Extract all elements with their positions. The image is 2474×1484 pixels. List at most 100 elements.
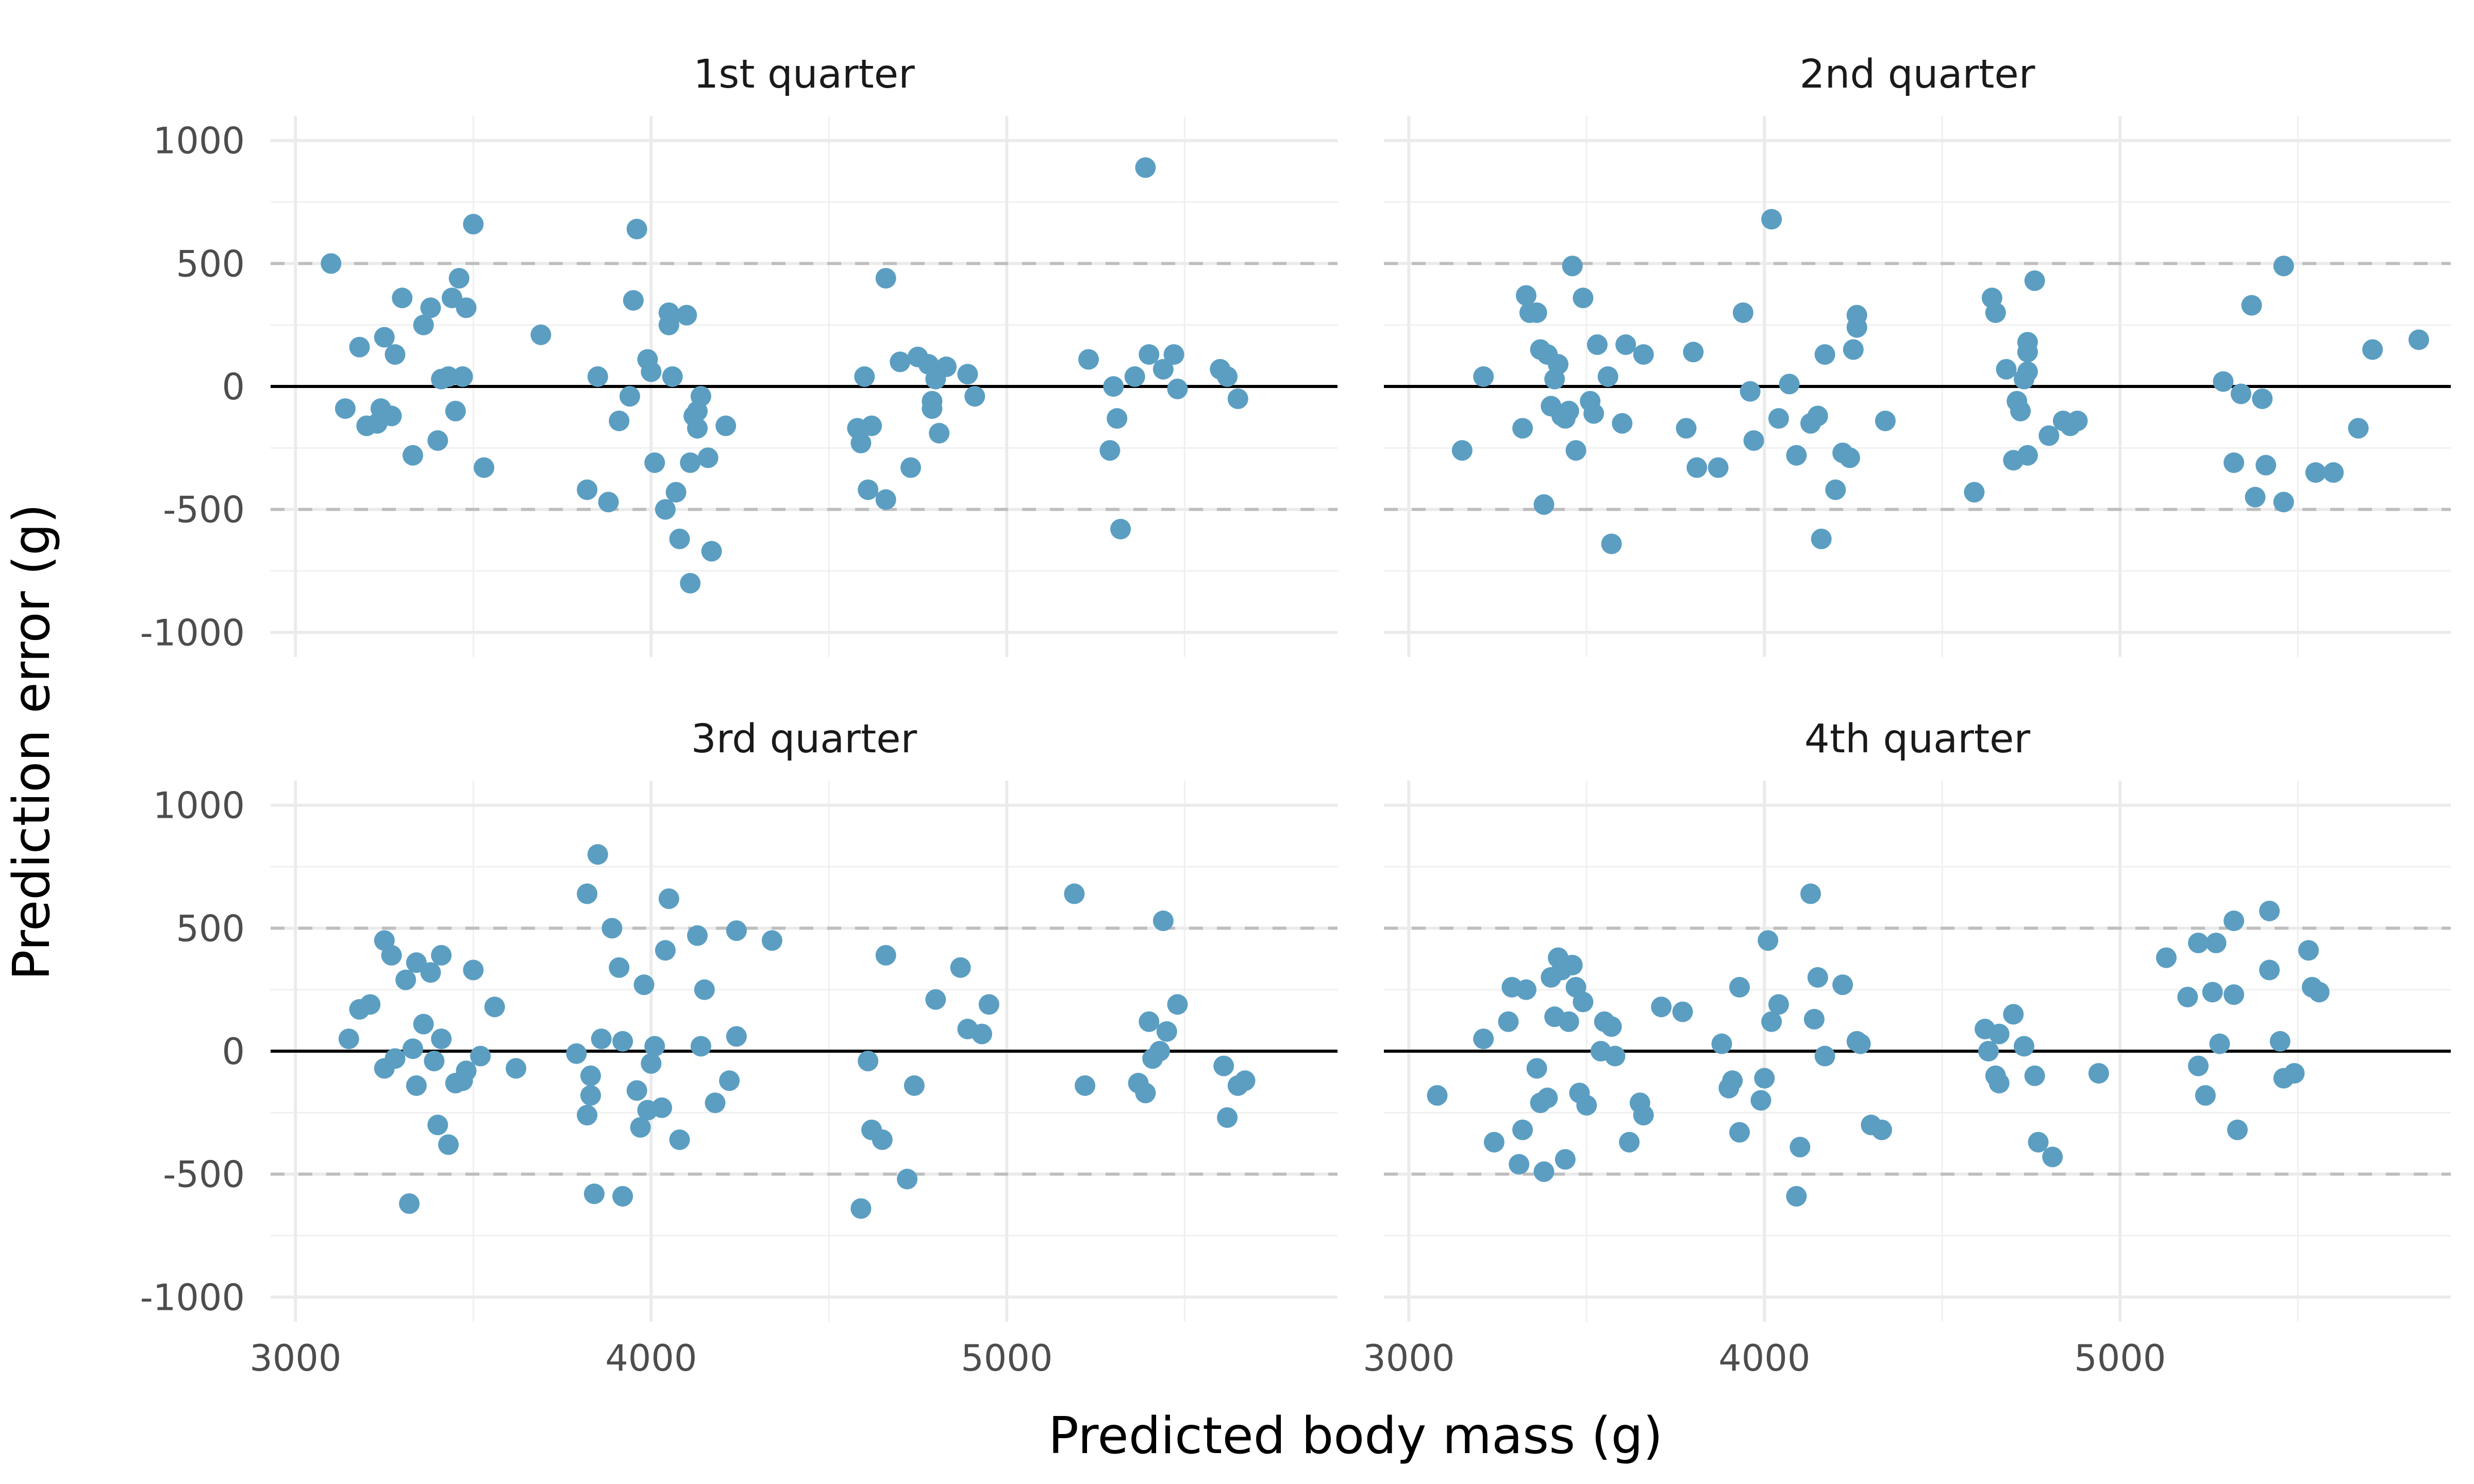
data-point [2259, 900, 2280, 921]
data-point [2024, 270, 2045, 291]
data-point [957, 364, 978, 385]
data-point [2269, 1031, 2291, 1052]
data-point [2224, 452, 2245, 473]
data-point [420, 962, 441, 983]
data-point [1807, 967, 1828, 988]
data-point [2245, 486, 2266, 508]
data-point [1839, 447, 1860, 468]
data-point [1498, 1011, 1519, 1032]
data-point [2298, 940, 2319, 961]
data-point [1509, 1154, 1530, 1175]
data-point [413, 314, 434, 335]
data-point [2230, 383, 2251, 404]
data-point [2088, 1063, 2109, 1084]
data-point [413, 1014, 434, 1035]
data-point [719, 1070, 740, 1091]
data-point [854, 366, 875, 387]
data-point [1473, 366, 1494, 387]
data-point [431, 1028, 452, 1050]
data-point [2028, 1132, 2049, 1153]
data-point [2024, 1065, 2045, 1086]
data-point [1135, 157, 1156, 178]
data-point [925, 989, 946, 1010]
data-point [2252, 388, 2273, 409]
data-point [456, 1060, 477, 1082]
data-point [658, 314, 679, 335]
data-point [1533, 1161, 1554, 1182]
data-point [1875, 410, 1896, 431]
data-point [1683, 342, 1704, 363]
data-point [484, 997, 505, 1018]
data-point [1800, 883, 1821, 904]
data-point [1758, 930, 1779, 951]
data-point [1743, 430, 1764, 451]
data-point [2227, 1119, 2248, 1140]
data-point [1213, 1055, 1234, 1076]
facet-panel-2: 2nd quarter [1384, 52, 2451, 657]
data-point [680, 572, 701, 594]
data-point [506, 1058, 527, 1079]
data-point [1163, 344, 1184, 365]
data-point [1996, 359, 2017, 380]
data-point [427, 1115, 448, 1136]
data-point [644, 452, 665, 473]
data-point [1814, 1045, 1835, 1067]
data-point [669, 528, 690, 549]
data-point [2241, 295, 2262, 316]
data-point [2255, 454, 2277, 476]
data-point [1533, 494, 1554, 515]
data-point [360, 994, 381, 1015]
data-point [1964, 482, 1985, 503]
data-point [641, 361, 662, 382]
data-point [858, 1051, 879, 1072]
data-point [1601, 1016, 1622, 1037]
data-point [701, 541, 722, 562]
data-point [338, 1028, 359, 1050]
data-point [1612, 413, 1633, 434]
data-point [2213, 371, 2234, 392]
data-point [1576, 1095, 1597, 1116]
data-point [2362, 339, 2383, 360]
data-point [1633, 1105, 1654, 1126]
data-point [1227, 388, 1248, 409]
y-tick-label: -1000 [140, 1276, 245, 1319]
data-point [1790, 1137, 1811, 1158]
y-tick-label: 0 [222, 366, 245, 408]
facet-panel-1: 1st quarter -1000 -500 0 500 1000 [140, 52, 1338, 657]
data-point [1803, 1008, 1825, 1030]
data-point [1786, 445, 1807, 466]
y-tick-label: 1000 [153, 120, 245, 162]
data-point [1651, 997, 1672, 1018]
y-tick-label: -1000 [140, 612, 245, 654]
data-point [1099, 440, 1121, 461]
data-point [1554, 1149, 1576, 1170]
data-point [463, 959, 484, 981]
data-point [1779, 374, 1800, 395]
data-point [1526, 1058, 1547, 1079]
data-point [2156, 947, 2177, 968]
data-point [1814, 344, 1835, 365]
x-tick-label: 4000 [1718, 1337, 1810, 1379]
data-point [1633, 344, 1654, 365]
data-point [1825, 479, 1846, 500]
data-point [2067, 410, 2088, 431]
data-point [964, 386, 985, 407]
x-tick-label: 4000 [605, 1337, 697, 1379]
data-point [1217, 366, 1238, 387]
data-point [2017, 445, 2038, 466]
data-point [1558, 1011, 1579, 1032]
data-point [381, 945, 402, 966]
data-point [875, 268, 896, 289]
data-point [687, 925, 708, 946]
data-point [399, 1193, 420, 1214]
data-point [1451, 440, 1473, 461]
y-tick-label: -500 [163, 1154, 245, 1196]
data-point [623, 290, 644, 311]
data-point [2205, 933, 2227, 953]
data-point [2323, 462, 2344, 483]
data-point [474, 457, 494, 478]
data-point [875, 489, 896, 510]
data-point [1604, 1045, 1626, 1067]
data-point [452, 366, 473, 387]
